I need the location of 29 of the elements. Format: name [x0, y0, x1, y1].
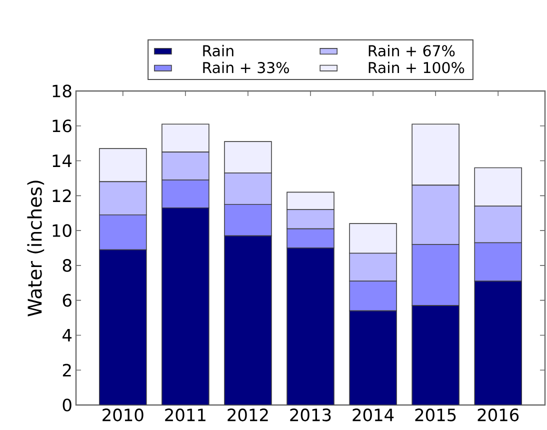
y-tick-label: 14: [52, 154, 72, 167]
bar: [287, 248, 334, 405]
bar: [474, 280, 522, 405]
y-tick-label: 4: [62, 329, 72, 342]
bar: [162, 208, 209, 405]
x-tick-label: 2010: [102, 408, 144, 422]
legend-label: Rain + 100%: [368, 62, 464, 74]
x-tick-label: 2014: [352, 408, 394, 422]
legend-label: Rain + 67%: [368, 44, 455, 56]
x-tick-label: 2016: [478, 408, 519, 422]
bar: [350, 310, 397, 405]
y-tick-label: 8: [62, 259, 72, 272]
y-tick-label: 18: [52, 84, 72, 98]
bar: [224, 236, 272, 405]
y-tick-label: 12: [52, 189, 71, 202]
y-tick-label: 10: [52, 224, 72, 237]
bar: [412, 306, 460, 405]
x-tick-label: 2011: [165, 408, 206, 422]
legend-label: Rain + 33%: [203, 62, 289, 74]
y-tick-label: 16: [52, 119, 72, 132]
y-tick-label: 6: [62, 294, 72, 307]
y-tick-label: 2: [62, 364, 71, 376]
y-axis-title: Water (inches): [27, 180, 44, 316]
x-tick-label: 2013: [290, 408, 331, 422]
x-tick-label: 2012: [228, 408, 268, 422]
y-tick-label: 0: [62, 398, 72, 412]
legend-label: Rain: [203, 44, 234, 56]
x-tick-label: 2015: [415, 408, 456, 422]
bar: [99, 250, 146, 405]
